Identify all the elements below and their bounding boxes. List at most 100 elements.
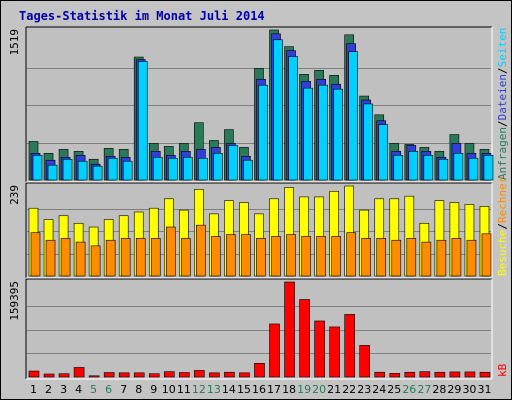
hits-panel-seiten-bar — [288, 56, 298, 181]
hits-panel-seiten-bar — [213, 153, 223, 181]
visits-panel-rechner-bar — [466, 239, 477, 277]
hits-panel-seiten-bar — [32, 155, 43, 181]
kbytes-panel-kb-bar — [374, 371, 386, 378]
day-label-7: 7 — [120, 383, 127, 396]
visits-panel-legend-part-1: / — [496, 223, 509, 230]
hits-panel-legend-part-2: Dateien — [496, 74, 509, 120]
kbytes-panel-kb-bar — [314, 320, 325, 378]
day-label-6: 6 — [105, 383, 112, 396]
kbytes-panel-ymax-label: 159395 — [8, 281, 21, 321]
day-label-22: 22 — [342, 383, 356, 396]
hits-panel-seiten-bar — [468, 157, 479, 181]
kbytes-panel-kb-bar — [404, 371, 416, 378]
day-label-23: 23 — [357, 383, 371, 396]
day-label-21: 21 — [327, 383, 341, 396]
hits-panel-legend-part-1: / — [496, 120, 509, 127]
day-label-28: 28 — [432, 383, 446, 396]
day-label-16: 16 — [252, 383, 266, 396]
hits-panel-seiten-bar — [122, 160, 133, 181]
kbytes-panel-kb-bar — [163, 371, 175, 378]
visits-panel-rechner-bar — [436, 239, 447, 277]
visits-panel-rechner-bar — [165, 226, 176, 277]
visits-panel-rechner-bar — [301, 236, 311, 277]
kbytes-panel-kb-bar — [284, 281, 295, 378]
kbytes-panel-kb-bar — [224, 371, 235, 378]
kbytes-panel-kb-bar — [269, 323, 280, 378]
visits-panel-legend: Besuche/Rechner — [496, 176, 509, 276]
day-label-3: 3 — [60, 383, 67, 396]
visits-panel-legend-part-0: Besuche — [496, 230, 509, 276]
kbytes-panel-kb-bar — [103, 372, 115, 378]
day-label-25: 25 — [387, 383, 401, 396]
day-label-26: 26 — [402, 383, 416, 396]
visits-panel-rechner-bar — [181, 238, 191, 277]
kbytes-panel-kb-bar — [434, 371, 446, 378]
visits-panel-ymax-label: 239 — [8, 185, 21, 205]
visits-panel-rechner-bar — [226, 234, 236, 277]
visits-panel-rechner-bar — [331, 236, 341, 277]
day-label-10: 10 — [162, 383, 176, 396]
visits-panel-rechner-bar — [30, 232, 41, 277]
day-label-2: 2 — [45, 383, 52, 396]
hits-panel-legend-part-3: / — [496, 67, 509, 74]
day-label-27: 27 — [417, 383, 431, 396]
kbytes-panel-legend-part-0: kB — [496, 363, 509, 377]
day-label-18: 18 — [282, 383, 296, 396]
chart-title: Tages-Statistik im Monat Juli 2014 — [19, 9, 265, 23]
visits-panel-rechner-bar — [211, 236, 221, 277]
hits-panel-seiten-bar — [483, 155, 494, 181]
visits-panel-rechner-bar — [376, 238, 387, 277]
hits-panel-legend: Anfragen/Dateien/Seiten — [496, 28, 509, 180]
visits-panel-rechner-bar — [75, 241, 86, 277]
kbytes-panel-kb-bar — [389, 373, 401, 378]
hits-panel-legend-part-0: Anfragen — [496, 127, 509, 180]
kbytes-panel-kb-bar — [88, 375, 100, 378]
kbytes-panel-kb-bar — [28, 370, 40, 378]
hits-panel-legend-part-4: Seiten — [496, 28, 509, 68]
day-label-9: 9 — [150, 383, 157, 396]
kbytes-panel-kb-bar — [464, 371, 476, 378]
kbytes-panel-kb-bar — [118, 372, 130, 378]
hits-panel-seiten-bar — [258, 84, 268, 181]
visits-panel-rechner-bar — [346, 232, 356, 277]
visits-panel-rechner-bar — [135, 238, 146, 277]
visits-panel-rechner-bar — [196, 224, 206, 277]
visits-panel-rechner-bar — [120, 238, 131, 277]
visits-panel-rechner-bar — [451, 238, 462, 277]
hits-panel-seiten-bar — [228, 145, 238, 181]
kbytes-panel-kb-bar — [209, 372, 220, 378]
hits-panel-seiten-bar — [137, 61, 148, 181]
day-label-5: 5 — [90, 383, 97, 396]
hits-panel-seiten-bar — [183, 156, 193, 181]
day-label-24: 24 — [372, 383, 386, 396]
day-label-8: 8 — [135, 383, 142, 396]
visits-panel-rechner-bar — [421, 241, 432, 277]
visits-panel-rechner-bar — [241, 234, 251, 277]
visits-panel-rechner-bar — [105, 239, 116, 277]
visits-panel-rechner-bar — [271, 236, 281, 277]
day-label-17: 17 — [267, 383, 281, 396]
hits-panel-seiten-bar — [77, 160, 88, 181]
hits-panel-seiten-bar — [453, 153, 464, 181]
hits-panel-seiten-bar — [318, 84, 328, 181]
kbytes-panel-kb-bar — [43, 373, 55, 378]
hits-panel-seiten-bar — [47, 164, 58, 181]
day-label-11: 11 — [177, 383, 191, 396]
hits-panel-seiten-bar — [393, 155, 404, 181]
day-label-12: 12 — [192, 383, 206, 396]
hits-panel-seiten-bar — [438, 158, 449, 181]
hits-panel-seiten-bar — [273, 39, 283, 181]
kbytes-panel-kb-bar — [449, 371, 461, 378]
visits-panel-rechner-bar — [361, 238, 372, 277]
kbytes-panel-kb-bar — [299, 299, 310, 378]
visits-panel-rechner-bar — [45, 239, 56, 277]
kbytes-panel-kb-bar — [479, 371, 491, 378]
visits-panel-rechner-bar — [90, 245, 101, 277]
day-label-31: 31 — [477, 383, 491, 396]
kbytes-panel-kb-bar — [179, 372, 190, 378]
day-label-1: 1 — [30, 383, 37, 396]
kbytes-panel-kb-bar — [148, 373, 160, 378]
day-label-29: 29 — [447, 383, 461, 396]
